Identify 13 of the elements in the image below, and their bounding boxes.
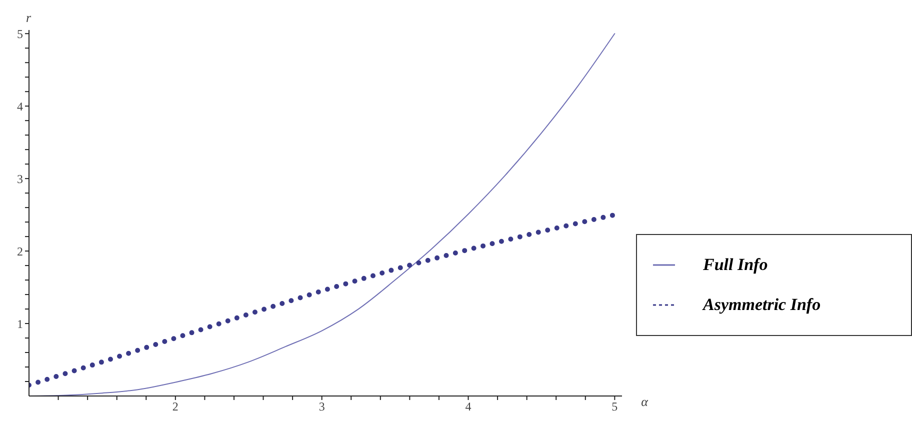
legend-label: Full Info <box>703 255 768 275</box>
x-tick-label: 2 <box>172 400 178 414</box>
y-tick-label: 5 <box>17 26 23 41</box>
x-tick-label: 3 <box>318 400 325 414</box>
y-tick-label: 1 <box>17 316 23 331</box>
y-tick-label: 2 <box>17 244 23 258</box>
y-tick-label: 3 <box>17 172 23 186</box>
legend-label: Asymmetric Info <box>703 295 821 315</box>
x-tick-label: 4 <box>465 400 472 414</box>
y-tick-label: 4 <box>17 99 23 114</box>
x-tick-label: 5 <box>612 400 618 414</box>
y-axis-title: r <box>26 10 32 25</box>
x-axis-title: α <box>641 394 650 409</box>
